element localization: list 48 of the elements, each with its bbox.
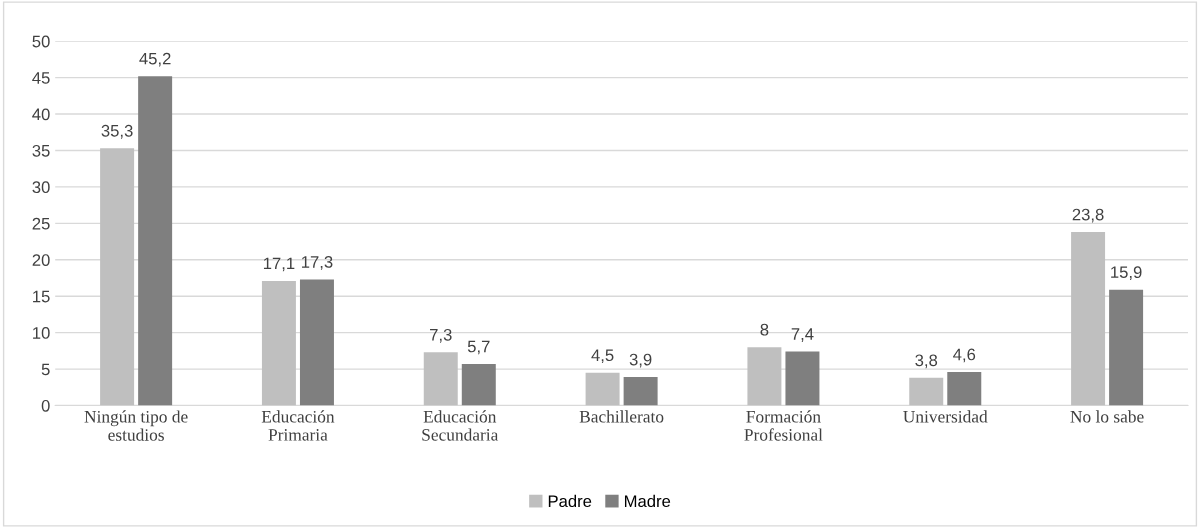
data-label: 23,8 bbox=[1072, 208, 1104, 223]
x-tick-label: Educación Secundaria bbox=[422, 410, 499, 441]
y-tick-label: 50 bbox=[32, 35, 50, 48]
y-tick-label: 35 bbox=[32, 144, 50, 157]
legend-label: Madre bbox=[624, 494, 671, 508]
bar bbox=[138, 76, 173, 406]
legend-label: Padre bbox=[548, 494, 592, 508]
bar bbox=[299, 279, 334, 406]
data-label: 4,6 bbox=[953, 348, 976, 363]
y-tick-label: 5 bbox=[41, 363, 50, 376]
bar bbox=[461, 363, 496, 406]
data-label: 3,9 bbox=[629, 353, 652, 368]
data-label: 8 bbox=[760, 323, 769, 336]
bar bbox=[947, 371, 982, 406]
data-label: 4,5 bbox=[591, 349, 614, 364]
y-tick-label: 10 bbox=[33, 327, 50, 339]
data-label: 15,9 bbox=[1111, 266, 1142, 280]
y-tick-label: 45 bbox=[32, 72, 50, 84]
data-label: 17,3 bbox=[302, 256, 333, 270]
x-tick-label: Ningún tipo de estudios bbox=[84, 410, 188, 441]
x-tick-label: Formación Profesional bbox=[744, 410, 823, 441]
x-tick-label: Bachillerato bbox=[579, 410, 664, 423]
bar bbox=[747, 347, 782, 406]
bar bbox=[1109, 289, 1144, 406]
bar bbox=[785, 351, 820, 406]
y-tick-label: 30 bbox=[32, 181, 50, 194]
bar bbox=[261, 280, 296, 406]
bar bbox=[623, 377, 658, 406]
data-label: 35,3 bbox=[101, 124, 133, 139]
data-label: 45,2 bbox=[139, 52, 171, 67]
bar bbox=[100, 148, 135, 406]
data-label: 7,3 bbox=[430, 328, 452, 343]
bar bbox=[1071, 232, 1106, 406]
data-label: 17,1 bbox=[263, 257, 295, 272]
bar bbox=[423, 352, 458, 406]
bar bbox=[585, 372, 620, 406]
data-label: 3,8 bbox=[915, 354, 938, 369]
y-tick-label: 40 bbox=[32, 108, 50, 121]
x-tick-label: No lo sabe bbox=[1070, 410, 1144, 423]
y-tick-label: 0 bbox=[41, 399, 50, 412]
data-label: 7,4 bbox=[791, 328, 814, 342]
data-label: 5,7 bbox=[467, 340, 490, 355]
y-tick-label: 15 bbox=[33, 290, 50, 303]
bar bbox=[909, 377, 944, 406]
x-tick-label: Educación Primaria bbox=[261, 410, 335, 441]
y-tick-label: 20 bbox=[32, 254, 50, 266]
y-tick-label: 25 bbox=[32, 217, 50, 230]
x-tick-label: Universidad bbox=[903, 410, 988, 423]
